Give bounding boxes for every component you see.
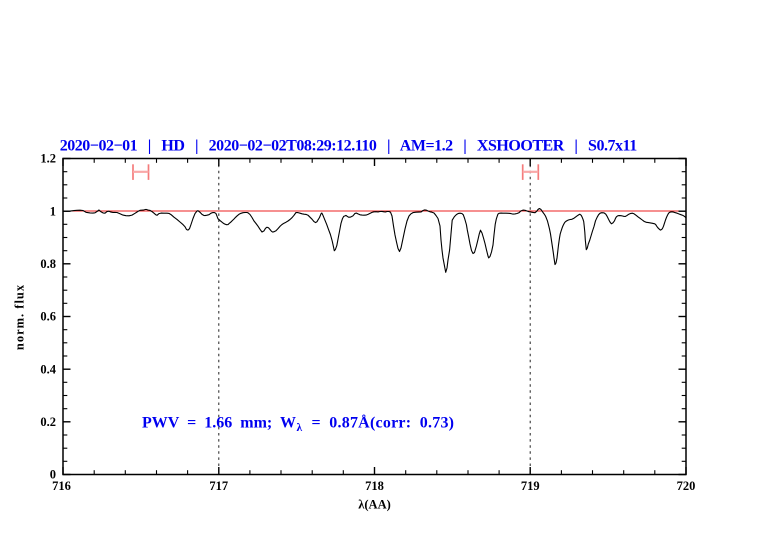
- svg-text:0.2: 0.2: [40, 415, 56, 429]
- svg-text:PWV = 1.66 mm; W: PWV = 1.66 mm; W: [142, 415, 296, 432]
- svg-text:1.2: 1.2: [40, 152, 56, 166]
- svg-text:norm. flux: norm. flux: [13, 284, 27, 350]
- svg-text:0: 0: [50, 468, 56, 482]
- svg-text:718: 718: [365, 479, 384, 493]
- svg-text:λ(AA): λ(AA): [358, 498, 391, 512]
- svg-text:= 0.87Å(corr: 0.73): = 0.87Å(corr: 0.73): [303, 414, 454, 432]
- svg-text:0.6: 0.6: [40, 310, 56, 324]
- svg-text:716: 716: [52, 479, 71, 493]
- svg-text:719: 719: [521, 479, 540, 493]
- svg-text:1: 1: [50, 204, 56, 218]
- svg-text:717: 717: [209, 479, 228, 493]
- svg-text:0.4: 0.4: [40, 362, 56, 376]
- svg-text:0.8: 0.8: [40, 257, 56, 271]
- svg-text:720: 720: [677, 479, 696, 493]
- svg-text:λ: λ: [297, 422, 303, 434]
- svg-text:2020−02−01 | HD | 2020: 2020−02−01 | HD | 2020−02−02T08:29:12.11…: [60, 138, 638, 155]
